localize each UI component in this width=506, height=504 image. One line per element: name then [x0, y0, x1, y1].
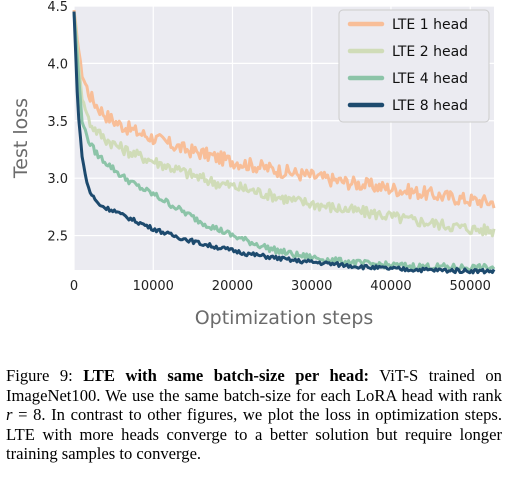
y-tick-label: 2.5: [47, 230, 68, 245]
legend-label: LTE 8 head: [392, 98, 468, 114]
series-lines: [72, 9, 496, 275]
caption-bold: LTE with same batch-size per head:: [83, 366, 370, 385]
x-tick-label: 30000: [291, 279, 332, 294]
x-tick-label: 10000: [133, 279, 174, 294]
x-tick-label: 40000: [370, 279, 411, 294]
y-tick-labels: 2.5 3.0 3.5 4.0 4.5: [47, 0, 68, 245]
series-line-4: [72, 11, 496, 275]
legend-label: LTE 1 head: [392, 17, 468, 33]
series-line-3: [72, 11, 496, 272]
caption-part2: = 8. In contrast to other figures, we pl…: [6, 405, 502, 464]
figure-caption: Figure 9: LTE with same batch-size per h…: [6, 366, 502, 464]
y-tick-label: 4.0: [47, 57, 68, 72]
x-tick-label: 0: [70, 279, 78, 294]
caption-var: r: [6, 405, 13, 425]
y-tick-label: 3.5: [47, 115, 68, 130]
x-tick-label: 50000: [450, 279, 491, 294]
x-axis-title: Optimization steps: [195, 307, 374, 329]
x-tick-label: 20000: [212, 279, 253, 294]
y-axis-title: Test loss: [10, 98, 32, 179]
x-tick-labels: 0 10000 20000 30000 40000 50000: [70, 279, 491, 294]
caption-part1: ViT-S trained on ImageNet100. We use the…: [6, 366, 502, 405]
y-tick-label: 4.5: [47, 0, 68, 15]
series-line-1: [72, 9, 496, 209]
loss-chart: 2.5 3.0 3.5 4.0 4.5 0 10000 20000 30000 40000 500…: [10, 0, 496, 329]
legend-label: LTE 4 head: [392, 71, 468, 87]
legend-label: LTE 2 head: [392, 44, 468, 60]
y-tick-label: 3.0: [47, 172, 68, 187]
caption-label: Figure 9:: [6, 366, 73, 385]
series-line-2: [72, 12, 496, 238]
legend: LTE 1 head LTE 2 head LTE 4 head LTE 8 head: [338, 9, 490, 123]
legend-box: [338, 9, 490, 123]
